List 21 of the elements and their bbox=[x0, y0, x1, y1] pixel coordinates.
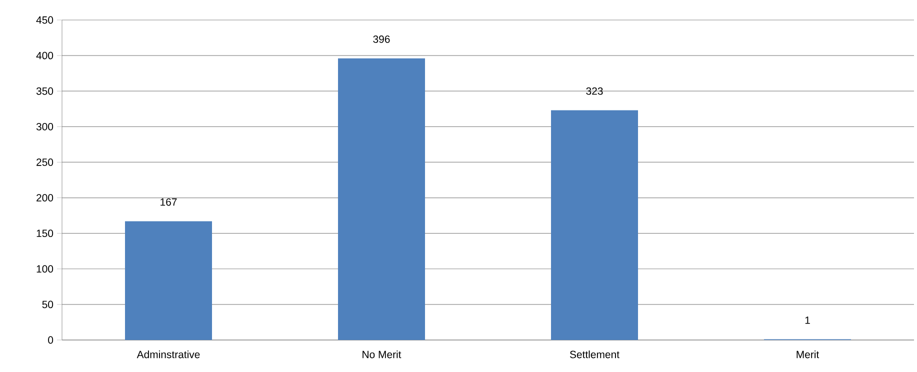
data-label: 167 bbox=[160, 198, 177, 206]
bar bbox=[551, 110, 638, 340]
y-tick-label: 450 bbox=[36, 16, 54, 24]
x-tick-label: Adminstrative bbox=[136, 350, 200, 358]
y-tick-label: 200 bbox=[36, 194, 54, 202]
y-tick-label: 350 bbox=[36, 87, 54, 95]
data-label: 1 bbox=[805, 316, 810, 324]
data-label: 396 bbox=[373, 35, 390, 43]
y-tick-label: 100 bbox=[36, 265, 54, 273]
x-tick-label: No Merit bbox=[362, 350, 402, 358]
bar bbox=[125, 221, 212, 340]
x-tick-label: Settlement bbox=[570, 350, 620, 358]
y-tick-label: 300 bbox=[36, 122, 54, 130]
data-label: 323 bbox=[586, 87, 603, 95]
y-tick-label: 150 bbox=[36, 230, 54, 238]
y-tick-label: 250 bbox=[36, 158, 54, 166]
x-tick-label: Merit bbox=[796, 350, 820, 358]
y-tick-label: 0 bbox=[48, 336, 54, 344]
bar bbox=[338, 58, 426, 340]
y-tick-label: 400 bbox=[36, 52, 54, 60]
y-tick-label: 50 bbox=[42, 300, 54, 308]
